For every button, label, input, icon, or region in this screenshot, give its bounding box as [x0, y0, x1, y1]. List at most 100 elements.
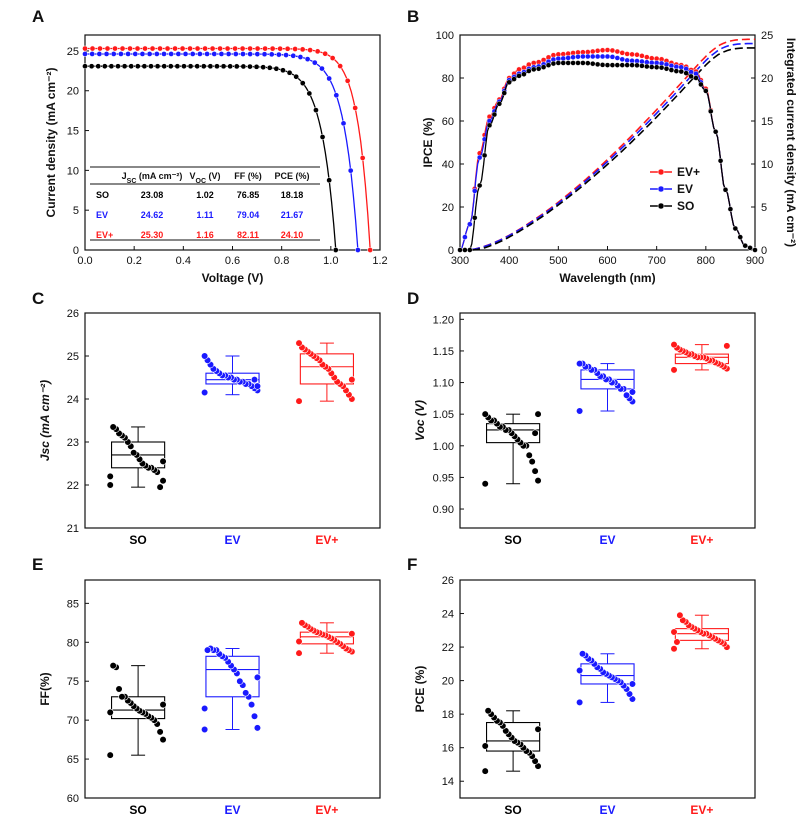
jv-point — [254, 51, 261, 57]
jv-point — [119, 45, 126, 52]
jv-point — [194, 63, 201, 70]
category-label: SO — [504, 533, 521, 547]
ipce-point — [634, 52, 640, 58]
jv-point — [112, 45, 118, 52]
ipce-point — [673, 68, 680, 74]
panel-a: A 0.0 0.2 0.4 0.6 0.8 1.0 1.2 0 5 10 15 20 25 Voltage … — [32, 7, 388, 285]
ipce-point — [658, 64, 665, 71]
y-tick-label: 100 — [436, 30, 454, 42]
ipce-point — [742, 242, 748, 249]
data-point — [531, 429, 539, 437]
y-tick-label: 0.90 — [433, 504, 454, 516]
data-point — [242, 689, 250, 697]
ipce-point — [570, 60, 576, 66]
jv-point — [89, 45, 96, 52]
y-tick-label: 65 — [67, 754, 79, 766]
x-axis-label: Wavelength (nm) — [559, 271, 655, 285]
y-tick-label: 40 — [442, 159, 454, 171]
legend-label: EV — [677, 182, 693, 196]
jv-point — [101, 63, 108, 70]
data-point — [236, 677, 244, 685]
jv-point — [307, 47, 313, 53]
data-point — [156, 483, 164, 491]
data-point — [676, 611, 684, 619]
ipce-point — [501, 90, 507, 96]
category-label: EV+ — [690, 803, 713, 817]
jv-point — [161, 63, 168, 70]
data-point — [528, 458, 536, 466]
ipce-point — [752, 247, 758, 253]
jv-point — [266, 64, 273, 71]
jv-point — [355, 247, 361, 253]
ipce-point — [590, 48, 596, 55]
data-point — [295, 637, 303, 646]
data-point — [159, 477, 167, 485]
data-point — [628, 680, 637, 688]
ipce-point — [614, 48, 621, 55]
ipce-point — [580, 60, 586, 66]
ipce-point — [550, 60, 557, 67]
jv-point — [167, 63, 174, 70]
y-tick-label: 16 — [442, 743, 454, 755]
data-point — [525, 451, 533, 459]
jv-point — [311, 59, 318, 66]
ipce-point — [594, 61, 601, 68]
x-tick-label: 600 — [598, 255, 616, 267]
data-point — [106, 751, 114, 759]
ipce-point — [609, 54, 616, 60]
y-tick-label: 5 — [73, 205, 79, 217]
ipce-point — [663, 66, 670, 72]
y-tick-label: 23 — [67, 437, 79, 449]
jv-point — [146, 51, 153, 57]
y-tick-label: 22 — [442, 642, 454, 654]
ipce-point — [712, 129, 719, 135]
jv-point — [214, 63, 220, 70]
box — [580, 663, 635, 685]
ipce-curve-ev — [459, 55, 756, 251]
legend-marker — [657, 202, 665, 210]
jv-point — [326, 177, 333, 184]
ipce-point — [698, 81, 704, 88]
jv-point — [340, 120, 347, 127]
ipce-point — [693, 75, 699, 81]
legend-marker — [657, 185, 665, 193]
ipce-point — [732, 225, 739, 232]
data-point — [531, 467, 539, 475]
jv-point — [125, 51, 131, 57]
jv-point — [88, 63, 95, 70]
ipce-point — [491, 111, 498, 118]
ipce-point — [688, 73, 694, 80]
jv-point — [148, 63, 154, 70]
panel-d: D 0.90 0.95 1.00 1.05 1.10 1.15 1.20 Voc (V) SO EV… — [407, 289, 756, 547]
jv-point — [218, 51, 225, 57]
legend-marker — [657, 168, 665, 176]
category-label: SO — [504, 803, 521, 817]
category-label: EV — [224, 803, 240, 817]
box — [485, 721, 541, 752]
jv-point — [179, 45, 186, 52]
jv-point — [121, 63, 128, 70]
panel-letter-c: C — [32, 289, 44, 308]
y-tick-label: 25 — [67, 351, 79, 363]
panel-letter-d: D — [407, 289, 419, 308]
category-label: SO — [129, 533, 146, 547]
ipce-point — [604, 62, 611, 68]
ipce-point — [619, 62, 625, 68]
table-header: VOC (V) — [189, 171, 220, 185]
ipce-point — [560, 60, 566, 66]
jv-point — [269, 45, 276, 52]
jv-point — [104, 45, 111, 52]
ipce-point — [624, 62, 630, 68]
x-axis-label: Voltage (V) — [202, 271, 264, 285]
jv-point — [118, 51, 124, 57]
jv-point — [319, 65, 325, 72]
y-axis-label: Voc (V) — [413, 400, 427, 441]
legend-label: SO — [677, 199, 694, 213]
jv-point — [247, 51, 254, 57]
jv-point — [260, 64, 267, 71]
jv-point — [268, 51, 275, 58]
jv-point — [344, 77, 351, 84]
ipce-point — [604, 47, 611, 53]
ipce-point — [747, 245, 753, 251]
